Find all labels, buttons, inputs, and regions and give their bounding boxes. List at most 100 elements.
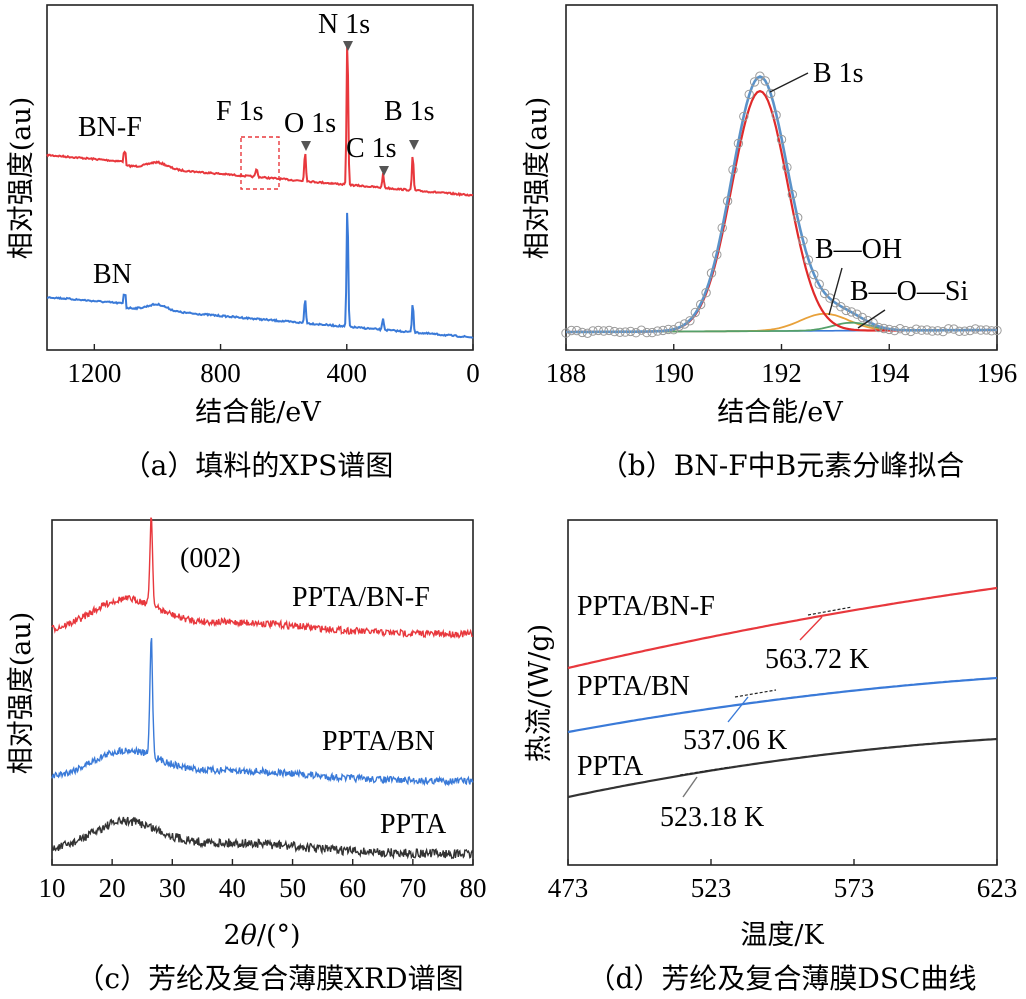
c-tick-label: 20 (99, 873, 126, 903)
panel-d: 473 523 573 623 PPTA/BN-F PPTA/BN PPTA 563.… (524, 519, 1018, 995)
b-data-point (572, 325, 582, 336)
b-data-point (744, 89, 754, 100)
d-tick-label: 623 (977, 873, 1018, 903)
a-series-bn-line (46, 212, 474, 339)
b-tick-label: 196 (977, 358, 1018, 388)
d-caption: （d）芳纶及复合薄膜DSC曲线 (588, 962, 977, 995)
b-data-point (954, 326, 964, 336)
b-data-point (663, 324, 674, 335)
b-data-point (609, 326, 620, 337)
b-data-point (604, 325, 614, 336)
panel-c: 10 20 30 40 50 60 70 80 (002) PPTA/BN-F PPTA/BN… (6, 517, 487, 995)
b-data-point (846, 307, 857, 317)
b-data-point (696, 299, 706, 310)
panel-d-frame (567, 519, 998, 866)
panel-a: 1200 800 400 0 BN-F BN N 1s O 1s C 1s B 1s … (6, 4, 480, 482)
b-data-point (873, 322, 884, 333)
b-data-point (728, 165, 738, 175)
peak-label-n1s: N 1s (318, 9, 370, 40)
d-tg-ppta-bn-f: 563.72 K (765, 644, 869, 675)
b-data-point (933, 326, 943, 336)
b-data-point (669, 325, 679, 335)
c-tick-label: 30 (159, 873, 186, 903)
b-data-point (960, 326, 970, 336)
b-data-point (577, 327, 587, 338)
b-data-point (647, 327, 657, 338)
d-series-ppta-bn-line (567, 676, 998, 734)
panel-b: 188 190 192 194 196 B 1s B—OH B—O—Si 结合能/eV … (522, 4, 1018, 482)
b-data-point (642, 327, 652, 338)
d-label-ppta-bn-f: PPTA/BN-F (577, 591, 715, 622)
b-data-point (857, 312, 867, 323)
b-data-point (803, 255, 814, 265)
d-tg-ppta-bn: 537.06 K (683, 725, 787, 756)
c-annotation-002: (002) (180, 543, 241, 574)
b-data-point (679, 319, 690, 329)
b-data-point (841, 305, 851, 316)
c-series-ppta-bn-line (51, 637, 474, 787)
b-data-point (636, 325, 647, 335)
b-data-point (685, 316, 695, 326)
b-data-point (911, 324, 921, 334)
c-caption: （c）芳纶及复合薄膜XRD谱图 (76, 962, 463, 995)
a-tick-label: 0 (466, 358, 480, 388)
b-data-point (749, 77, 760, 87)
b-data-point (949, 324, 959, 334)
b-data-point (652, 326, 663, 336)
d-tick-label: 523 (691, 873, 732, 903)
panel-a-frame (46, 4, 474, 351)
d-x-axis-label: 温度/K (740, 920, 824, 951)
a-y-axis-label: 相对强度(au) (6, 97, 37, 260)
b-data-point (965, 325, 975, 336)
peak-label-b1s: B 1s (384, 96, 435, 127)
c-series-ppta-line (51, 816, 474, 860)
b-data-point (582, 328, 593, 338)
b-data-point (701, 288, 711, 298)
b-data-point (970, 324, 981, 334)
b-data-point (793, 212, 803, 223)
a-tick-label: 1200 (67, 358, 121, 388)
b-label-b-o-si: B—O—Si (850, 276, 968, 307)
b-data-point (620, 327, 630, 337)
d-y-axis-label: 热流/(W/g) (524, 624, 555, 762)
b-data-point (760, 76, 770, 86)
b-data-point (992, 325, 1002, 336)
b-data-point (809, 269, 819, 280)
b-data-point (938, 326, 948, 337)
c-tick-label: 60 (339, 873, 366, 903)
b-data-point (771, 110, 781, 120)
panel-c-frame (51, 519, 474, 866)
b-data-point (712, 250, 722, 260)
c-tick-label: 40 (219, 873, 246, 903)
d-tangent-ppta (679, 766, 731, 776)
marker-b1s (409, 140, 419, 150)
b-data-point (733, 138, 744, 149)
b-raw-data-points (561, 71, 1002, 338)
f1s-highlight-box (240, 136, 280, 190)
d-tangent-ppta-bn-f (807, 606, 853, 616)
b-data-point (900, 325, 911, 336)
b-x-axis-label: 结合能/eV (717, 397, 843, 428)
b-data-point (706, 268, 717, 278)
d-x-ticks: 473 523 573 623 (548, 859, 1018, 903)
b-y-axis-label: 相对强度(au) (522, 97, 553, 260)
b-data-point (561, 328, 571, 338)
b-data-point (674, 321, 684, 331)
a-caption: （a）填料的XPS谱图 (123, 449, 394, 482)
d-leader-ppta (682, 776, 698, 798)
b-data-point (787, 189, 797, 200)
d-series-ppta-bn-f-line (567, 586, 998, 670)
b-data-point (588, 326, 598, 336)
d-tick-label: 573 (834, 873, 875, 903)
b-tick-label: 194 (869, 358, 910, 388)
c-label-ppta-bn-f: PPTA/BN-F (292, 582, 430, 613)
b-data-point (755, 71, 765, 81)
b-data-point (766, 88, 776, 99)
b-data-point (658, 325, 668, 336)
b-data-point (906, 326, 916, 337)
b-data-point (631, 328, 641, 338)
b-data-point (690, 307, 700, 318)
a-label-bn: BN (93, 259, 132, 290)
c-series-ppta-bn-f-line (51, 517, 473, 639)
b-data-point (776, 134, 787, 145)
